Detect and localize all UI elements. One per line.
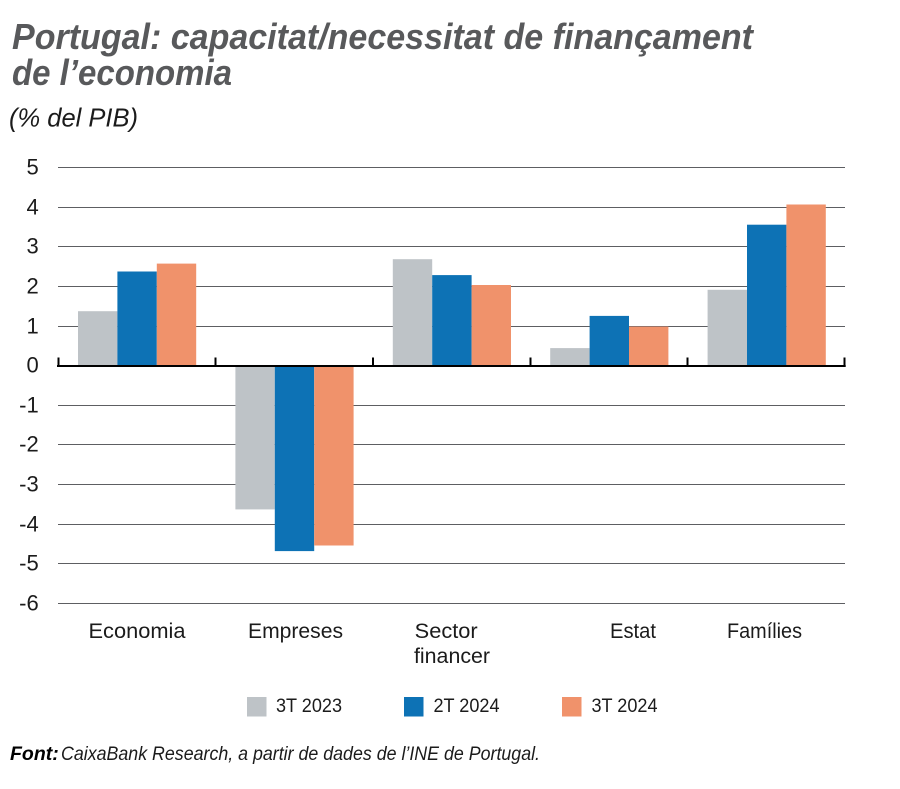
svg-text:Economia: Economia [89, 620, 186, 643]
svg-text:-4: -4 [19, 512, 39, 537]
svg-text:3: 3 [26, 234, 38, 259]
svg-text:3T 2024: 3T 2024 [592, 695, 658, 717]
svg-text:1: 1 [26, 314, 38, 339]
svg-text:Font:: Font: [10, 743, 59, 765]
svg-text:-6: -6 [19, 591, 39, 616]
svg-text:Portugal: capacitat/necessitat: Portugal: capacitat/necessitat de finanç… [12, 16, 755, 57]
svg-text:-2: -2 [19, 432, 39, 457]
svg-text:0: 0 [26, 353, 38, 378]
svg-text:Empreses: Empreses [248, 620, 343, 643]
svg-text:Famílies: Famílies [727, 620, 802, 643]
svg-text:2T 2024: 2T 2024 [434, 695, 500, 717]
svg-text:Estat: Estat [610, 620, 656, 643]
svg-text:CaixaBank Research, a partir d: CaixaBank Research, a partir de dades de… [61, 743, 540, 765]
svg-text:4: 4 [26, 195, 38, 220]
svg-text:3T 2023: 3T 2023 [276, 695, 342, 717]
svg-text:-5: -5 [19, 551, 39, 576]
svg-text:(% del PIB): (% del PIB) [9, 103, 138, 133]
svg-text:-1: -1 [19, 393, 39, 418]
svg-text:-3: -3 [19, 472, 39, 497]
svg-text:2: 2 [26, 274, 38, 299]
svg-text:de l’economia: de l’economia [12, 52, 232, 93]
svg-text:Sector: Sector [415, 620, 478, 643]
svg-text:financer: financer [414, 645, 490, 668]
svg-text:5: 5 [26, 155, 38, 180]
